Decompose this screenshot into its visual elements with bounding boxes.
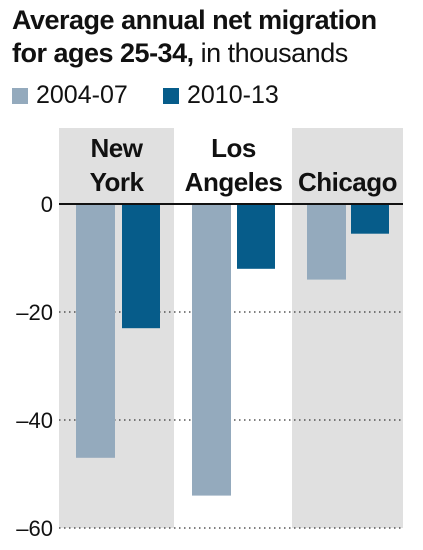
category-label-2-0: Chicago xyxy=(298,167,397,197)
legend-label-2010-13: 2010-13 xyxy=(187,81,279,109)
category-panel-2 xyxy=(292,128,403,528)
chart-title-unit: in thousands xyxy=(193,38,349,68)
category-label-1-1: Angeles xyxy=(185,167,283,197)
legend-swatch-2010-13 xyxy=(163,88,179,104)
y-tick-label-2: –40 xyxy=(16,408,53,433)
bar-1-1 xyxy=(237,204,275,269)
category-label-1-0: Los xyxy=(211,133,256,163)
chart-title: Average annual net migration for ages 25… xyxy=(12,4,417,70)
bar-1-0 xyxy=(192,204,231,496)
y-tick-label-1: –20 xyxy=(16,300,53,325)
legend-swatch-2004-07 xyxy=(12,88,28,104)
y-tick-label-0: 0 xyxy=(41,192,53,217)
bar-0-1 xyxy=(122,204,160,329)
chart-title-main: Average annual net migration for ages 25… xyxy=(12,5,377,68)
bar-2-0 xyxy=(307,204,346,280)
category-label-0-0: New xyxy=(91,133,144,163)
category-label-0-1: York xyxy=(90,167,145,197)
y-tick-label-3: –60 xyxy=(16,516,53,541)
legend-label-2004-07: 2004-07 xyxy=(36,81,128,109)
bar-2-1 xyxy=(351,204,389,234)
bar-0-0 xyxy=(76,204,115,458)
